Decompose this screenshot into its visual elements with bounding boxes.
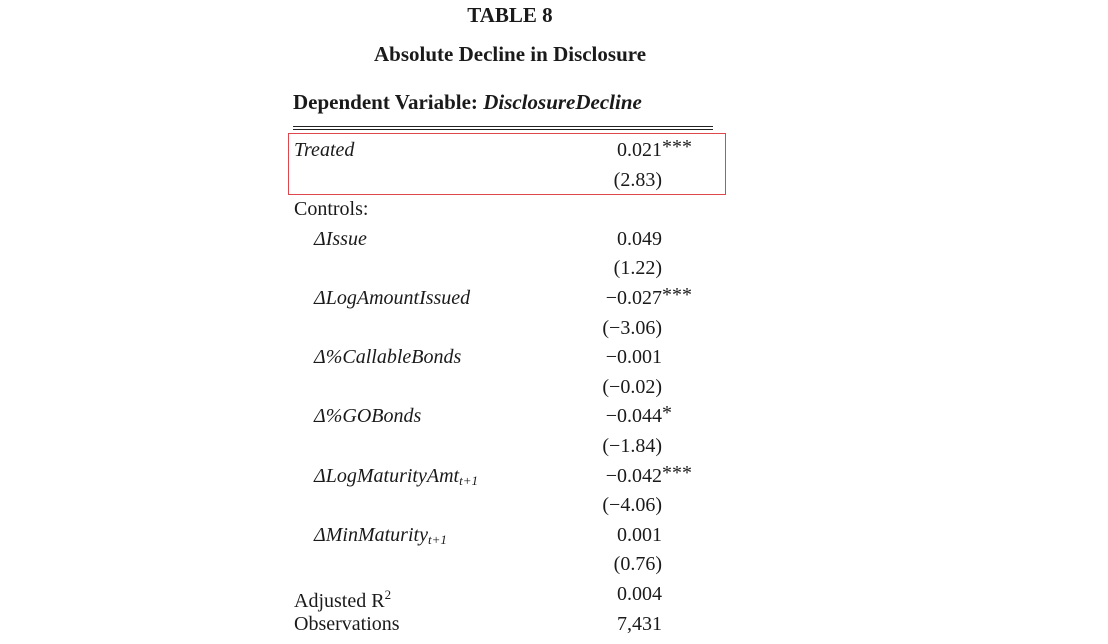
coefficient-value: −0.027 bbox=[605, 286, 662, 309]
t-statistic: (−3.06) bbox=[602, 316, 662, 339]
table-row-tstat: (2.83) bbox=[0, 166, 1108, 196]
table-row: ΔMinMaturityt+1 0.001 bbox=[0, 521, 1108, 551]
t-statistic: (−4.06) bbox=[602, 494, 662, 517]
coefficient-value: −0.001 bbox=[605, 346, 662, 369]
row-label-superscript: 2 bbox=[384, 586, 392, 602]
coefficient-value: 0.001 bbox=[617, 523, 662, 546]
row-label: ΔLogMaturityAmtt+1 bbox=[314, 462, 478, 496]
table-row: Δ%GOBonds −0.044 * bbox=[0, 402, 1108, 432]
coefficient-value: 0.004 bbox=[617, 582, 662, 605]
row-label-text: ΔMinMaturity bbox=[314, 523, 428, 546]
row-label: Treated bbox=[294, 136, 354, 166]
table-body: Treated 0.021 *** (2.83) Controls: ΔIssue 0.04… bbox=[0, 136, 1108, 639]
t-statistic: (−1.84) bbox=[602, 434, 662, 457]
row-label-text: Treated bbox=[294, 139, 355, 161]
table-row: Δ%CallableBonds −0.001 bbox=[0, 343, 1108, 373]
significance-stars: *** bbox=[662, 283, 692, 306]
row-label: Controls: bbox=[294, 195, 368, 225]
table-row: Controls: bbox=[0, 195, 1108, 225]
table-row: Adjusted R2 0.004 bbox=[0, 580, 1108, 612]
coefficient-value: 0.021 bbox=[617, 139, 662, 161]
row-label-text: Δ%CallableBonds bbox=[314, 346, 462, 369]
table-row-tstat: (−4.06) bbox=[0, 491, 1108, 521]
row-label-subscript: t+1 bbox=[427, 531, 447, 547]
header-rule bbox=[293, 126, 713, 127]
row-label: Adjusted R2 bbox=[294, 580, 391, 617]
row-label: ΔLogAmountIssued bbox=[314, 284, 470, 314]
table-row-tstat: (−0.02) bbox=[0, 373, 1108, 403]
row-label-text: ΔIssue bbox=[314, 227, 367, 250]
table-title: Absolute Decline in Disclosure bbox=[373, 42, 647, 66]
row-label-text: ΔLogMaturityAmt bbox=[314, 464, 460, 487]
dependent-variable: DisclosureDecline bbox=[483, 90, 642, 114]
table-row: ΔIssue 0.049 bbox=[0, 225, 1108, 255]
row-label-subscript: t+1 bbox=[459, 472, 478, 488]
t-statistic: (2.83) bbox=[613, 168, 662, 191]
row-label-text: Δ%GOBonds bbox=[314, 405, 422, 428]
coefficient-value: −0.042 bbox=[605, 464, 662, 487]
significance-stars: *** bbox=[662, 461, 692, 484]
row-label-text: Controls: bbox=[294, 198, 369, 221]
table-row: Observations 7,431 bbox=[0, 610, 1108, 640]
dependent-variable-heading: Dependent Variable: DisclosureDecline bbox=[293, 90, 642, 115]
t-statistic: (1.22) bbox=[613, 257, 662, 280]
table-row: Treated 0.021 *** bbox=[0, 136, 1108, 166]
row-label-text: ΔLogAmountIssued bbox=[314, 286, 471, 309]
row-label: Δ%CallableBonds bbox=[314, 343, 461, 373]
significance-stars: * bbox=[662, 402, 672, 425]
table-row: ΔLogMaturityAmtt+1 −0.042 *** bbox=[0, 462, 1108, 492]
row-label-text: Observations bbox=[294, 612, 400, 635]
row-label: ΔMinMaturityt+1 bbox=[314, 521, 447, 555]
row-label-text: Adjusted R bbox=[294, 589, 385, 612]
table-row-tstat: (−1.84) bbox=[0, 432, 1108, 462]
t-statistic: (0.76) bbox=[613, 553, 662, 576]
row-label: Δ%GOBonds bbox=[314, 402, 421, 432]
table-number: TABLE 8 bbox=[467, 3, 553, 27]
dependent-label: Dependent Variable: bbox=[293, 90, 478, 114]
table-row-tstat: (0.76) bbox=[0, 550, 1108, 580]
row-label: ΔIssue bbox=[314, 225, 367, 255]
coefficient-value: −0.044 bbox=[605, 405, 662, 428]
header-rule bbox=[293, 129, 713, 130]
significance-stars: *** bbox=[662, 136, 692, 158]
coefficient-value: 7,431 bbox=[617, 612, 662, 635]
t-statistic: (−0.02) bbox=[602, 375, 662, 398]
table-row-tstat: (−3.06) bbox=[0, 314, 1108, 344]
table-row-tstat: (1.22) bbox=[0, 254, 1108, 284]
highlight-box bbox=[288, 133, 726, 195]
coefficient-value: 0.049 bbox=[617, 227, 662, 250]
row-label: Observations bbox=[294, 610, 400, 640]
table-row: ΔLogAmountIssued −0.027 *** bbox=[0, 284, 1108, 314]
